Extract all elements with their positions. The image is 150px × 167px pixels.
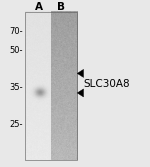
Text: 25-: 25- [9, 120, 22, 129]
Bar [25, 12, 77, 160]
Text: 35-: 35- [9, 83, 22, 92]
Polygon shape [77, 69, 84, 77]
Text: 70-: 70- [9, 27, 22, 36]
Text: SLC30A8: SLC30A8 [83, 79, 130, 89]
Text: 50-: 50- [9, 46, 22, 55]
Text: A: A [35, 2, 43, 12]
Text: B: B [57, 2, 66, 12]
Polygon shape [77, 89, 84, 97]
